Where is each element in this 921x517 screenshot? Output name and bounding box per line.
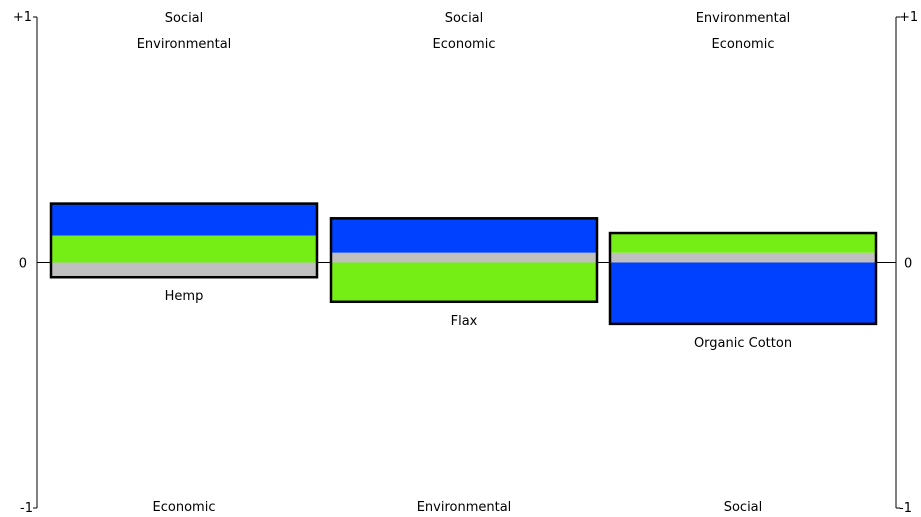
bar-segment-environmental-2: [331, 263, 597, 302]
right-axis-min-label: -1: [899, 501, 912, 516]
category-label-3: Organic Cotton: [694, 336, 792, 351]
column-top-label-2-1: Social: [445, 11, 484, 26]
bar-segment-environmental-1: [51, 235, 317, 262]
bar-segment-environmental-3: [610, 233, 876, 253]
right-axis-max-label: +1: [899, 10, 918, 25]
column-top-label-3-2: Economic: [712, 37, 775, 52]
bars: [51, 204, 876, 324]
category-label-1: Hemp: [165, 289, 204, 304]
category-label-2: Flax: [451, 314, 478, 329]
right-axis-zero-label: 0: [904, 257, 912, 272]
column-top-label-3-1: Environmental: [696, 11, 791, 26]
bar-segment-economic-3: [610, 253, 876, 263]
column-top-label-2-2: Economic: [433, 37, 496, 52]
column-top-label-1-2: Environmental: [137, 37, 232, 52]
left-axis-max-label: +1: [13, 10, 32, 25]
column-bottom-label-3: Social: [724, 500, 763, 515]
column-bottom-label-2: Environmental: [417, 500, 512, 515]
bar-segment-social-2: [331, 218, 597, 252]
left-axis-zero-label: 0: [19, 257, 27, 272]
bar-segment-economic-1: [51, 263, 317, 278]
bar-segment-social-1: [51, 204, 317, 236]
column-top-label-1-1: Social: [165, 11, 204, 26]
column-bottom-label-1: Economic: [153, 500, 216, 515]
left-axis-min-label: -1: [20, 501, 33, 516]
bar-segment-economic-2: [331, 253, 597, 263]
bar-segment-social-3: [610, 263, 876, 324]
